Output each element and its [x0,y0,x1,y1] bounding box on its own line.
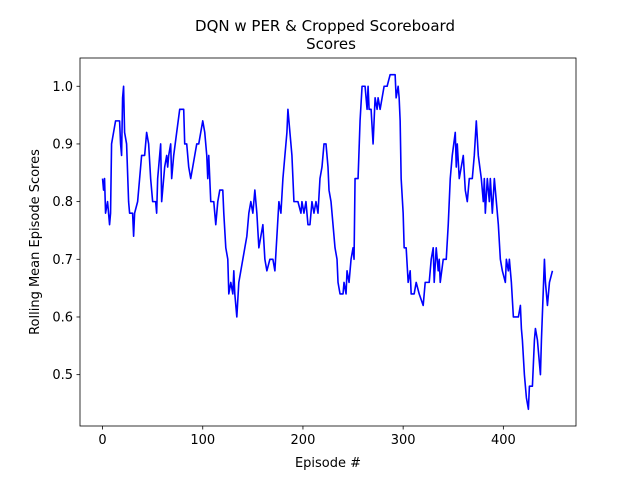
chart-title: DQN w PER & Cropped Scoreboard [195,17,455,35]
y-tick-label: 0.6 [52,310,73,325]
y-tick-label: 1.0 [52,80,73,95]
x-tick-label: 0 [98,433,106,448]
y-tick-label: 0.8 [52,195,73,210]
x-tick-label: 400 [491,433,516,448]
x-tick-label: 300 [391,433,416,448]
y-axis-label: Rolling Mean Episode Scores [28,149,43,335]
y-tick-label: 0.7 [52,253,73,268]
data-line [101,73,554,411]
chart-subtitle: Scores [306,35,356,53]
x-tick-label: 100 [190,433,215,448]
x-tick-label: 200 [291,433,316,448]
y-tick-label: 0.5 [52,368,73,383]
x-axis-label: Episode # [295,456,361,471]
axes-frame [79,57,577,427]
y-tick-label: 0.9 [52,137,73,152]
